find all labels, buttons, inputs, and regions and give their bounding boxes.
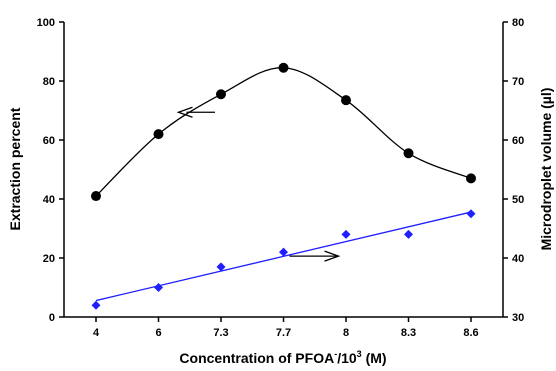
volume-point <box>404 229 413 239</box>
x-tick-label: 8.3 <box>401 327 416 339</box>
x-axis-title-prefix: Concentration of PFOA <box>179 350 334 366</box>
left-y-ticks: 0 20 40 60 80 100 <box>37 17 64 324</box>
x-axis-title: Concentration of PFOA-/103 (M) <box>179 349 386 366</box>
annotation-layer <box>176 106 341 262</box>
left-y-tick-label: 20 <box>43 253 55 265</box>
x-tick-label: 7.7 <box>276 327 291 339</box>
left-y-tick-label: 60 <box>43 135 55 147</box>
left-y-tick-label: 100 <box>37 17 55 29</box>
x-axis-title-middle: /10 <box>337 350 357 366</box>
right-y-axis-title: Microdroplet volume (µl) <box>538 88 554 251</box>
right-y-tick-label: 70 <box>512 76 524 88</box>
right-y-ticks: 30 40 50 60 70 80 <box>503 17 524 324</box>
left-y-tick-label: 80 <box>43 76 55 88</box>
extraction-point <box>341 95 351 106</box>
volume-point <box>341 229 351 239</box>
extraction-point <box>278 62 289 73</box>
x-tick-label: 8.6 <box>463 327 478 339</box>
right-y-tick-label: 80 <box>512 17 524 29</box>
right-y-tick-label: 60 <box>512 135 524 147</box>
arrow-right-head <box>324 250 341 262</box>
extraction-point <box>91 191 101 202</box>
right-y-tick-label: 40 <box>512 253 524 265</box>
x-axis-title-sup2: 3 <box>357 349 362 359</box>
volume-point <box>279 247 288 257</box>
x-tick-label: 4 <box>93 327 100 339</box>
volume-point <box>154 283 163 292</box>
volume-point <box>466 209 476 219</box>
volume-point <box>91 300 101 310</box>
x-tick-label: 7.3 <box>213 327 228 339</box>
x-tick-label: 6 <box>155 327 161 339</box>
extraction-point <box>153 129 164 140</box>
x-ticks: 4 6 7.3 7.7 8 8.3 8.6 <box>93 317 479 339</box>
x-axis-title-suffix: (M) <box>362 350 387 366</box>
volume-point <box>216 262 226 272</box>
x-tick-label: 8 <box>343 327 349 339</box>
x-axis-title-sup1: - <box>334 349 337 359</box>
extraction-point <box>403 148 414 159</box>
extraction-curve <box>95 67 472 197</box>
right-y-tick-label: 50 <box>512 194 524 206</box>
extraction-point <box>216 89 226 100</box>
left-y-axis-title: Extraction percent <box>7 107 23 230</box>
left-y-tick-label: 0 <box>49 312 55 324</box>
left-y-tick-label: 40 <box>43 194 55 206</box>
series-layer <box>91 62 476 310</box>
extraction-point <box>466 173 476 184</box>
arrow-left-head <box>176 106 193 118</box>
right-y-tick-label: 30 <box>512 312 524 324</box>
